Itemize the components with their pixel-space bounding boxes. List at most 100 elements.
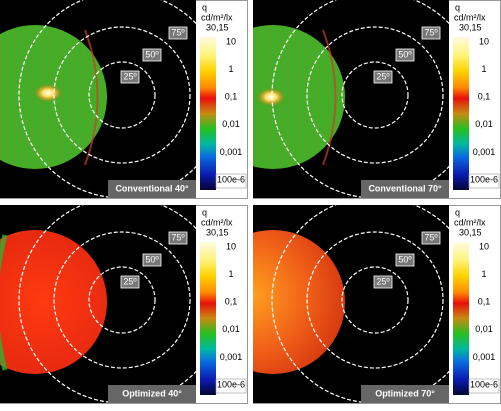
ring-label: 25º bbox=[123, 276, 137, 286]
green-edge bbox=[0, 234, 8, 371]
colorbar-tick-box bbox=[215, 173, 247, 189]
polar-ring bbox=[306, 26, 444, 164]
colorbar-tick-label: 10 bbox=[479, 241, 489, 251]
colorbar-tick-label: 10 bbox=[226, 241, 236, 251]
colorbar-tick-box bbox=[215, 378, 247, 394]
colorbar-tick-label: 10 bbox=[226, 36, 236, 46]
ring-label: 75º bbox=[424, 27, 438, 37]
ring-label-box bbox=[168, 26, 188, 40]
panel-label: Optimized 70° bbox=[375, 388, 435, 398]
colorbar-unit: cd/m²/lx bbox=[201, 12, 233, 22]
colorbar-quantity: q bbox=[202, 207, 207, 217]
panel-label: Optimized 40° bbox=[122, 388, 182, 398]
polar-ring bbox=[306, 231, 444, 369]
polar-ring bbox=[88, 61, 156, 129]
colorbar-unit: cd/m²/lx bbox=[454, 217, 486, 227]
ring-label-box bbox=[373, 275, 393, 289]
polar-plot: 25º 50º 75º Conventional 70° bbox=[253, 0, 449, 198]
polar-ring bbox=[341, 266, 409, 334]
colorbar-tick-label: 1 bbox=[481, 269, 486, 279]
colorbar-tick-label: 0,1 bbox=[225, 92, 238, 102]
ring-label: 50º bbox=[398, 49, 412, 59]
panel-label: Conventional 40° bbox=[115, 183, 189, 193]
colorbar-tick-label: 0,001 bbox=[220, 352, 243, 362]
hotspot bbox=[34, 84, 62, 102]
colorbar-tick-label: 1 bbox=[228, 269, 233, 279]
ring-label: 25º bbox=[376, 276, 390, 286]
colorbar-tick-label: 0,01 bbox=[222, 119, 240, 129]
polar-ring bbox=[341, 61, 409, 129]
panel-label-box bbox=[108, 385, 196, 403]
ring-label-box bbox=[421, 26, 441, 40]
ring-label-box bbox=[373, 70, 393, 84]
colorbar bbox=[453, 242, 469, 395]
colorbar-tick-label: 100e-6 bbox=[470, 174, 498, 184]
ring-label-box bbox=[168, 231, 188, 245]
polar-ring bbox=[53, 231, 191, 369]
colorbar-tick-label: 100e-6 bbox=[470, 379, 498, 389]
ring-label-box bbox=[120, 70, 140, 84]
ring-label: 50º bbox=[145, 254, 159, 264]
colorbar-tick-label: 1 bbox=[481, 64, 486, 74]
ring-label-box bbox=[142, 48, 162, 62]
red-arc bbox=[84, 29, 99, 166]
ring-label-box bbox=[395, 48, 415, 62]
colorbar-tick-label: 0,1 bbox=[225, 297, 238, 307]
colorbar-tick-label: 0,001 bbox=[220, 147, 243, 157]
red-arc bbox=[322, 29, 337, 166]
ring-label: 50º bbox=[145, 49, 159, 59]
ring-label-box bbox=[142, 253, 162, 267]
luminance-sphere bbox=[253, 25, 345, 169]
colorbar-tick-label: 1 bbox=[228, 64, 233, 74]
colorbar-max: 30,15 bbox=[459, 22, 482, 32]
colorbar-tick-label: 100e-6 bbox=[217, 174, 245, 184]
colorbar-quantity: q bbox=[455, 207, 460, 217]
polar-plot: 25º 50º 75º Optimized 40° bbox=[0, 205, 196, 403]
colorbar-max: 30,15 bbox=[206, 227, 229, 237]
polar-plot: 25º 50º 75º Conventional 40° bbox=[0, 0, 196, 198]
panel-label-box bbox=[108, 180, 196, 198]
colorbar-unit: cd/m²/lx bbox=[454, 12, 486, 22]
colorbar-tick-label: 0,1 bbox=[478, 297, 491, 307]
colorbar-tick-label: 0,001 bbox=[473, 352, 496, 362]
colorbar-tick-label: 0,01 bbox=[222, 324, 240, 334]
ring-label-box bbox=[421, 231, 441, 245]
ring-label-box bbox=[395, 253, 415, 267]
panel-label: Conventional 70° bbox=[368, 183, 442, 193]
ring-label: 75º bbox=[424, 232, 438, 242]
polar-plot: 25º 50º 75º Optimized 70° bbox=[253, 205, 449, 403]
hotspot bbox=[257, 88, 285, 106]
polar-ring bbox=[53, 26, 191, 164]
colorbar-max: 30,15 bbox=[206, 22, 229, 32]
colorbar bbox=[200, 242, 216, 395]
ring-label-box bbox=[120, 275, 140, 289]
colorbar-unit: cd/m²/lx bbox=[201, 217, 233, 227]
panel-label-box bbox=[361, 180, 449, 198]
ring-label: 25º bbox=[123, 71, 137, 81]
colorbar-tick-box bbox=[468, 378, 500, 394]
ring-label: 50º bbox=[398, 254, 412, 264]
colorbar-tick-label: 10 bbox=[479, 36, 489, 46]
colorbar-tick-label: 0,001 bbox=[473, 147, 496, 157]
colorbar bbox=[453, 37, 469, 190]
luminance-sphere bbox=[253, 230, 345, 374]
colorbar-quantity: q bbox=[455, 2, 460, 12]
colorbar-quantity: q bbox=[202, 2, 207, 12]
ring-label: 25º bbox=[376, 71, 390, 81]
colorbar-tick-box bbox=[468, 173, 500, 189]
ring-label: 75º bbox=[171, 232, 185, 242]
polar-ring bbox=[88, 266, 156, 334]
panel-label-box bbox=[361, 385, 449, 403]
ring-label: 75º bbox=[171, 27, 185, 37]
colorbar-tick-label: 0,1 bbox=[478, 92, 491, 102]
colorbar bbox=[200, 37, 216, 190]
colorbar-tick-label: 0,01 bbox=[475, 119, 493, 129]
colorbar-max: 30,15 bbox=[459, 227, 482, 237]
colorbar-tick-label: 0,01 bbox=[475, 324, 493, 334]
colorbar-tick-label: 100e-6 bbox=[217, 379, 245, 389]
